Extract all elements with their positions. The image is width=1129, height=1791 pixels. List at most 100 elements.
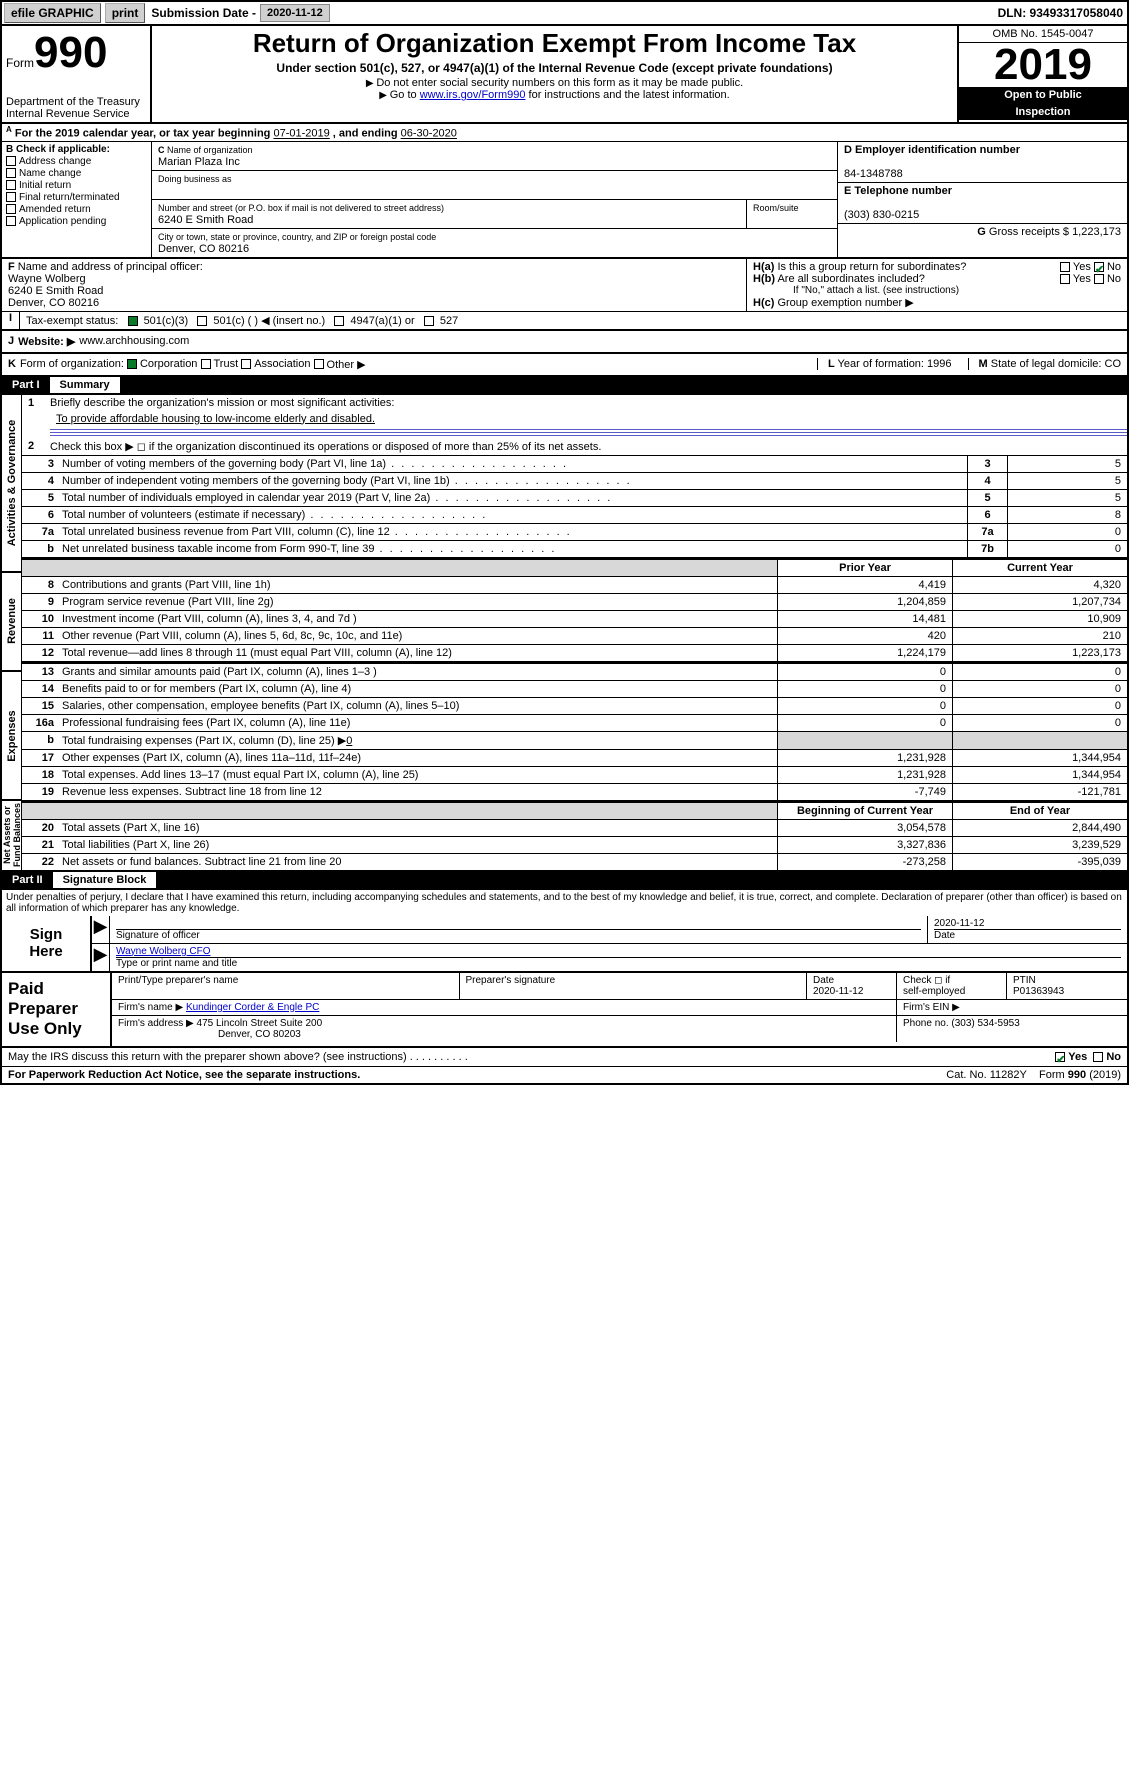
discuss-yesno[interactable]: Yes No [1055,1051,1121,1063]
l7a-num: 7a [22,524,58,540]
firm-phone-label: Phone no. [903,1018,951,1029]
l22-text: Net assets or fund balances. Subtract li… [58,854,777,870]
row-k-l-m: K Form of organization: Corporation Trus… [0,354,1129,377]
l3-key: 3 [967,456,1007,472]
phone: (303) 830-0215 [844,209,919,221]
ck-other[interactable] [314,359,324,369]
form-title: Return of Organization Exempt From Incom… [160,28,949,59]
ck-corp[interactable] [127,359,137,369]
l18-current: 1,344,954 [952,767,1127,783]
hb-yesno[interactable]: Yes No [1060,273,1121,285]
ck-app-pending[interactable]: Application pending [6,216,147,227]
header-right: OMB No. 1545-0047 2019 Open to Public In… [957,26,1127,122]
ptin: P01363943 [1013,986,1064,997]
officer-addr1: 6240 E Smith Road [8,285,103,297]
sig-date-label: Date [934,930,955,941]
ck-527[interactable] [424,316,434,326]
print-button[interactable]: print [105,3,146,23]
ein: 84-1348788 [844,168,903,180]
l4-num: 4 [22,473,58,489]
ck-trust[interactable] [201,359,211,369]
opt-501c: 501(c) ( ) ◀ (insert no.) [213,315,325,327]
ck-amended-return[interactable]: Amended return [6,204,147,215]
e-label: E Telephone number [844,185,952,197]
subtitle-1: Under section 501(c), 527, or 4947(a)(1)… [160,61,949,75]
l1-text: Briefly describe the organization's miss… [50,397,394,409]
i-label: I [2,312,20,329]
ck-501c3[interactable] [128,316,138,326]
l12-num: 12 [22,645,58,661]
header-left: Form990 Department of the Treasury Inter… [2,26,152,122]
l10-text: Investment income (Part VIII, column (A)… [58,611,777,627]
ck-4947[interactable] [334,316,344,326]
l7b-key: 7b [967,541,1007,557]
officer-name-link[interactable]: Wayne Wolberg CFO [116,946,210,957]
l6-num: 6 [22,507,58,523]
sig-officer-label: Signature of officer [116,930,200,941]
hb-text: Are all subordinates included? [775,273,925,285]
ha-yesno[interactable]: Yes No [1060,261,1121,273]
j-label: J [8,335,14,347]
hdr-eoy: End of Year [952,803,1127,819]
paid-h3: Date [813,975,834,986]
l3-num: 3 [22,456,58,472]
vlabel-gov: Activities & Governance [6,419,18,546]
l2-num: 2 [28,440,50,452]
form990-link[interactable]: www.irs.gov/Form990 [420,89,526,101]
l-text: Year of formation: [835,358,927,370]
ck-assoc[interactable] [241,359,251,369]
sign-label-2: Here [29,943,62,960]
sec-governance: 1Briefly describe the organization's mis… [22,395,1127,559]
firm-addr2: Denver, CO 80203 [118,1029,301,1040]
submission-label: Submission Date - [147,6,260,20]
l18-text: Total expenses. Add lines 13–17 (must eq… [58,767,777,783]
part1-title: Summary [50,377,120,393]
ck-final-return[interactable]: Final return/terminated [6,192,147,203]
l7b-text: Net unrelated business taxable income fr… [58,541,967,557]
l20-boy: 3,054,578 [777,820,952,836]
dept-irs: Internal Revenue Service [6,108,146,120]
ck-address-change[interactable]: Address change [6,156,147,167]
l13-text: Grants and similar amounts paid (Part IX… [58,664,777,680]
l17-num: 17 [22,750,58,766]
l20-num: 20 [22,820,58,836]
firm-name-link[interactable]: Kundinger Corder & Engle PC [186,1002,319,1013]
ck-initial-return[interactable]: Initial return [6,180,147,191]
submission-date: 2020-11-12 [260,4,330,22]
website: www.archhousing.com [79,335,189,347]
k-label: K [8,358,16,370]
subtitle-3: Go to www.irs.gov/Form990 for instructio… [160,89,949,101]
sign-label-1: Sign [30,926,63,943]
l14-prior: 0 [777,681,952,697]
period-text2: , and ending [333,128,401,140]
hc-text: Group exemption number ▶ [774,297,913,309]
l19-num: 19 [22,784,58,800]
l8-prior: 4,419 [777,577,952,593]
ck-name-change-label: Name change [19,168,81,179]
ck-initial-label: Initial return [19,180,71,191]
officer-addr2: Denver, CO 80216 [8,297,99,309]
l19-prior: -7,749 [777,784,952,800]
l17-prior: 1,231,928 [777,750,952,766]
l20-text: Total assets (Part X, line 16) [58,820,777,836]
l2-text: Check this box ▶ ◻ if the organization d… [50,441,601,453]
l7a-text: Total unrelated business revenue from Pa… [58,524,967,540]
pra-notice: For Paperwork Reduction Act Notice, see … [8,1069,360,1081]
l5-num: 5 [22,490,58,506]
l15-current: 0 [952,698,1127,714]
part1-num: Part I [2,377,50,393]
paid-h1: Print/Type preparer's name [118,975,238,986]
l4-key: 4 [967,473,1007,489]
l8-num: 8 [22,577,58,593]
part2-title: Signature Block [53,872,157,888]
period-begin: 07-01-2019 [273,128,329,140]
ck-501c[interactable] [197,316,207,326]
ck-final-label: Final return/terminated [19,192,120,203]
sign-arrow-icon: ▶ [92,916,110,943]
l5-key: 5 [967,490,1007,506]
l10-prior: 14,481 [777,611,952,627]
vlabel-exp: Expenses [6,710,18,761]
ck-name-change[interactable]: Name change [6,168,147,179]
l16a-num: 16a [22,715,58,731]
l17-text: Other expenses (Part IX, column (A), lin… [58,750,777,766]
